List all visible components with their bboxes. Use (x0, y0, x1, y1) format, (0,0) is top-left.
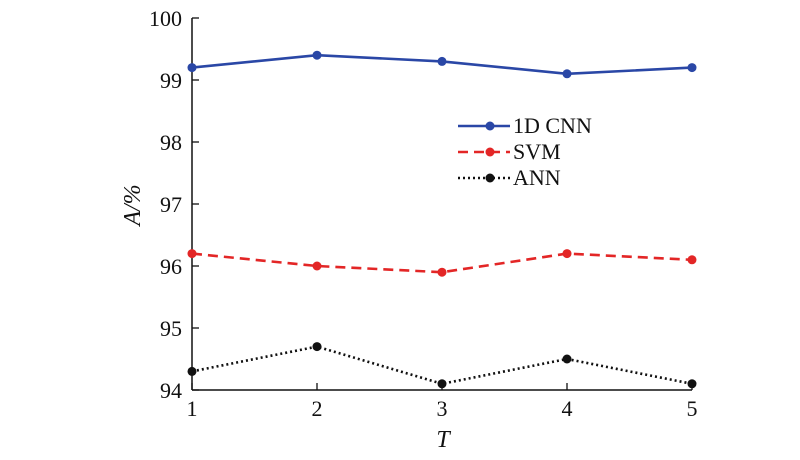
legend-label: 1D CNN (513, 113, 592, 138)
y-tick-label: 97 (160, 192, 182, 217)
series-line (191, 252, 693, 274)
series-ann (187, 342, 697, 389)
y-tick-label: 98 (160, 130, 182, 155)
x-axis-title: T (436, 427, 451, 453)
data-point (312, 261, 322, 271)
series-line (191, 345, 693, 386)
x-tick-label: 4 (562, 396, 573, 421)
y-tick-label: 94 (160, 378, 182, 403)
legend-label: ANN (513, 165, 561, 190)
y-axis-title: A/% (120, 184, 146, 227)
data-point (187, 366, 197, 376)
series-1d-cnn (187, 50, 697, 79)
data-point (437, 267, 447, 277)
data-point (437, 379, 447, 389)
x-tick-label: 5 (687, 396, 698, 421)
y-tick-label: 96 (160, 254, 182, 279)
y-tick-label: 99 (160, 68, 182, 93)
data-point (687, 255, 697, 265)
x-tick-label: 3 (437, 396, 448, 421)
data-point (187, 63, 197, 73)
data-point (562, 354, 572, 364)
data-point (687, 379, 697, 389)
x-tick-label: 1 (187, 396, 198, 421)
data-point (562, 249, 572, 259)
data-point (437, 56, 447, 66)
legend-marker (485, 147, 495, 157)
data-point (312, 342, 322, 352)
series-layer (187, 50, 697, 389)
data-point (312, 50, 322, 60)
x-tick-label: 2 (312, 396, 323, 421)
y-tick-label: 95 (160, 316, 182, 341)
data-point (562, 69, 572, 79)
data-point (687, 63, 697, 73)
axes: 1 2 3 4 5 94 95 96 97 98 99 100 (149, 6, 698, 421)
legend-marker (485, 173, 495, 183)
legend-marker (485, 121, 495, 131)
y-tick-label: 100 (149, 6, 182, 31)
legend-label: SVM (513, 139, 561, 164)
series-svm (187, 249, 697, 277)
data-point (187, 249, 197, 259)
